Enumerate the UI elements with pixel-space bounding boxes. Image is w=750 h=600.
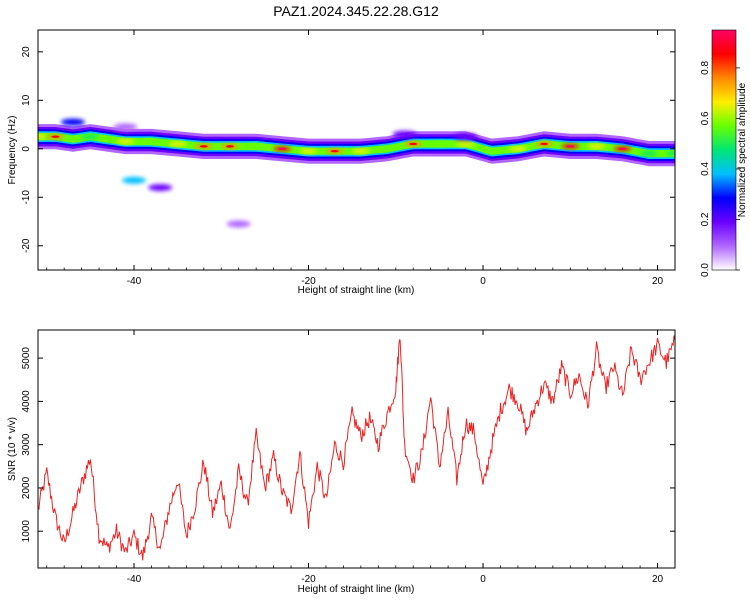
- snr-x-tick-label: -20: [301, 574, 316, 585]
- spectrogram-peak-core: [330, 150, 339, 153]
- spectrogram-peak: [351, 149, 370, 154]
- spectrogram-peak: [456, 141, 475, 147]
- figure-title: PAZ1.2024.345.22.28.G12: [273, 3, 439, 19]
- colorbar-tick-label: 0.2: [700, 212, 711, 226]
- spectrogram-blob: [148, 184, 173, 192]
- snr-y-tick-label: 4000: [21, 390, 32, 413]
- colorbar-gradient: [712, 30, 736, 270]
- spectrogram-peak-core: [618, 147, 627, 150]
- snr-series-layer: [38, 335, 675, 561]
- spectrogram-peak: [116, 139, 135, 144]
- snr-x-label: Height of straight line (km): [298, 584, 415, 595]
- spectrogram-frame: [37, 29, 676, 271]
- snr-x-tick-label: 20: [652, 574, 664, 585]
- spectrogram-peak: [508, 146, 527, 151]
- snr-frame: [37, 329, 676, 569]
- spectrogram-image: [38, 118, 675, 228]
- colorbar-tick-label: 0.8: [700, 61, 711, 75]
- spectrogram-peak: [38, 134, 47, 139]
- snr-y-ticks: 1000 2000 3000 4000 5000: [21, 347, 675, 543]
- snr-y-tick-label: 5000: [21, 347, 32, 370]
- colorbar-tick-label: 0.4: [700, 162, 711, 176]
- spectrogram-x-label: Height of straight line (km): [298, 285, 415, 296]
- snr-y-tick-label: 1000: [21, 520, 32, 543]
- spectrogram-y-ticks: -20 -10 0 10 20: [21, 46, 675, 253]
- spectrogram-peak-core: [51, 135, 60, 138]
- colorbar-label: Normalized spectral amplitude: [737, 82, 748, 217]
- spectrogram-x-tick-label: -40: [127, 276, 142, 287]
- spectrogram-x-ticks: -40 -20 0 20: [46, 30, 676, 287]
- colorbar-tick-label: 0.0: [700, 263, 711, 277]
- snr-background: [38, 330, 675, 568]
- spectrogram-blob: [113, 123, 138, 131]
- snr-y-label: SNR (10 * v/v): [7, 417, 18, 481]
- spectrogram-y-tick-label: 10: [21, 94, 32, 106]
- spectrogram-peak: [587, 144, 606, 149]
- spectrogram-peak: [430, 141, 449, 147]
- snr-y-tick-label: 3000: [21, 433, 32, 456]
- snr-x-tick-label: 0: [480, 574, 486, 585]
- spectrogram-peak: [378, 146, 397, 151]
- spectrogram-blob: [121, 176, 146, 184]
- spectrogram-y-tick-label: 20: [21, 46, 32, 58]
- spectrogram-peak: [247, 144, 266, 149]
- colorbar-frame: [711, 29, 737, 271]
- spectrogram-peak-core: [540, 142, 549, 146]
- colorbar-tick-label: 0.6: [700, 111, 711, 125]
- spectrogram-peak: [63, 136, 82, 142]
- spectrogram-peak: [299, 149, 318, 154]
- snr-x-ticks: -40 -20 0 20: [46, 330, 676, 585]
- spectrogram-blob: [226, 220, 251, 228]
- spectrogram-x-tick-label: -20: [301, 276, 316, 287]
- spectrogram-x-tick-label: 20: [652, 276, 664, 287]
- spectrogram-peak: [639, 151, 658, 156]
- spectrogram-y-tick-label: -10: [21, 190, 32, 205]
- spectrogram-blob: [453, 133, 478, 141]
- spectrogram-peak: [482, 149, 501, 154]
- spectrogram-peak-core: [278, 147, 287, 150]
- spectrogram-peak: [168, 141, 187, 147]
- spectrogram-y-tick-label: -20: [21, 238, 32, 253]
- spectrogram-x-tick-label: 0: [480, 276, 486, 287]
- spectrogram-blob: [392, 130, 417, 138]
- spectrogram-peak-core: [225, 145, 234, 148]
- spectrogram-peak: [98, 136, 117, 142]
- spectrogram-peak: [666, 151, 675, 156]
- spectrogram-y-label: Frequency (Hz): [7, 116, 18, 185]
- colorbar-ticks: 0.0 0.2 0.4 0.6 0.8: [700, 61, 740, 277]
- snr-y-tick-label: 2000: [21, 476, 32, 499]
- spectrogram-peak-core: [566, 145, 575, 148]
- spectrogram-y-tick-label: 0: [21, 146, 32, 152]
- spectrogram-band: [38, 133, 675, 158]
- snr-x-tick-label: -40: [127, 574, 142, 585]
- snr-panel: -40 -20 0 20 1000 2000 3000 4000 5000 Height of…: [7, 329, 676, 595]
- spectrogram-blob: [60, 118, 85, 126]
- spectrogram-peak: [81, 134, 100, 139]
- snr-series-line: [38, 335, 675, 561]
- spectrogram-peak-core: [409, 142, 418, 146]
- spectrogram-peak: [142, 139, 161, 144]
- spectrogram-peak-core: [199, 145, 208, 148]
- spectrogram-panel: -40 -20 0 20 -20 -10 0 10 20 Height of straight…: [7, 29, 676, 296]
- colorbar: 0.0 0.2 0.4 0.6 0.8 Normalized spectral ampl…: [700, 29, 748, 277]
